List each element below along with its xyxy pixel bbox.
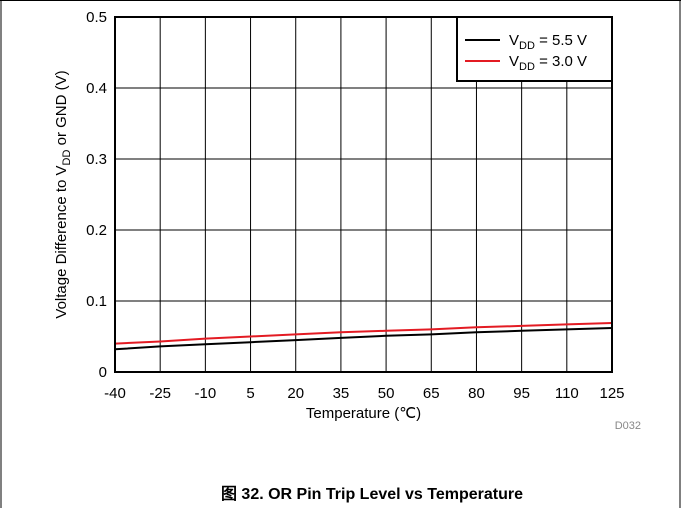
x-tick-label: 80	[468, 385, 485, 402]
x-tick-label: -40	[104, 385, 126, 402]
x-tick-label: 95	[513, 385, 530, 402]
x-tick-label: 125	[599, 385, 624, 402]
y-tick-label: 0.1	[86, 293, 107, 310]
x-tick-label: -25	[149, 385, 171, 402]
x-tick-labels: -40 -25 -10 5 20 35 50 65 80 95 110 125	[104, 385, 624, 402]
x-tick-label: 35	[333, 385, 350, 402]
x-tick-label: 20	[287, 385, 304, 402]
x-tick-label: -10	[195, 385, 217, 402]
series-line-0	[114, 327, 613, 351]
x-tick-label: 50	[378, 385, 395, 402]
y-axis-title: Voltage Difference to VDD or GND (V)	[53, 70, 73, 318]
y-tick-label: 0.4	[86, 80, 107, 97]
legend-label: VDD = 5.5 V	[509, 32, 587, 52]
figure-id: D032	[615, 420, 641, 432]
y-tick-label: 0.2	[86, 222, 107, 239]
y-tick-labels: 0 0.1 0.2 0.3 0.4 0.5	[86, 9, 107, 381]
y-tick-label: 0.3	[86, 151, 107, 168]
x-tick-label: 5	[246, 385, 254, 402]
legend-label: VDD = 3.0 V	[509, 53, 587, 73]
series-lines	[114, 322, 613, 351]
y-tick-label: 0.5	[86, 9, 107, 26]
series-line-1	[114, 322, 613, 345]
x-axis-title: Temperature (℃)	[306, 405, 421, 422]
x-tick-label: 110	[555, 385, 579, 402]
plot-border	[114, 16, 613, 373]
y-tick-label: 0	[99, 364, 107, 381]
x-tick-label: 65	[423, 385, 440, 402]
legend-box	[456, 16, 613, 82]
figure-caption: 图 32. OR Pin Trip Level vs Temperature	[221, 485, 523, 503]
